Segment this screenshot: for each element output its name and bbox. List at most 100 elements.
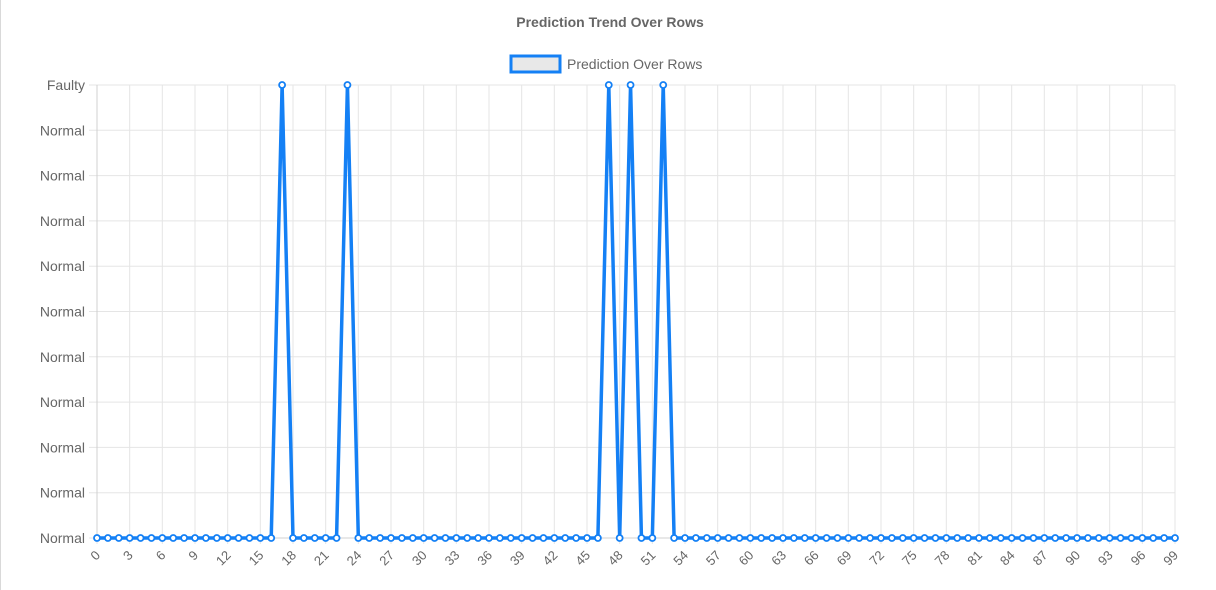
data-point[interactable] <box>1007 534 1016 542</box>
data-point[interactable] <box>158 534 167 542</box>
data-point[interactable] <box>245 534 254 542</box>
data-point[interactable] <box>267 534 276 542</box>
data-point[interactable] <box>1083 534 1092 542</box>
data-point[interactable] <box>670 534 679 542</box>
data-point[interactable] <box>517 534 526 542</box>
data-point[interactable] <box>789 534 798 542</box>
data-point[interactable] <box>180 534 189 542</box>
data-point[interactable] <box>637 534 646 542</box>
data-point[interactable] <box>844 534 853 542</box>
data-point[interactable] <box>452 534 461 542</box>
data-point[interactable] <box>746 534 755 542</box>
data-point[interactable] <box>1171 534 1179 542</box>
data-point[interactable] <box>114 534 123 542</box>
data-point[interactable] <box>1018 534 1027 542</box>
legend-label[interactable]: Prediction Over Rows <box>567 56 702 72</box>
data-point[interactable] <box>833 534 842 542</box>
data-point[interactable] <box>506 534 515 542</box>
data-point[interactable] <box>561 534 570 542</box>
data-point[interactable] <box>169 534 178 542</box>
data-point[interactable] <box>659 81 668 89</box>
legend-swatch[interactable] <box>509 54 562 74</box>
data-point[interactable] <box>550 534 559 542</box>
data-point[interactable] <box>1105 534 1114 542</box>
data-point[interactable] <box>1138 534 1147 542</box>
data-point[interactable] <box>1051 534 1060 542</box>
data-point[interactable] <box>855 534 864 542</box>
data-point[interactable] <box>1127 534 1136 542</box>
data-point[interactable] <box>735 534 744 542</box>
data-point[interactable] <box>147 534 156 542</box>
data-point[interactable] <box>768 534 777 542</box>
data-point[interactable] <box>136 534 145 542</box>
data-point[interactable] <box>877 534 885 542</box>
data-point[interactable] <box>615 534 624 542</box>
data-point[interactable] <box>920 534 929 542</box>
data-point[interactable] <box>310 534 319 542</box>
data-point[interactable] <box>332 534 341 542</box>
data-point[interactable] <box>931 534 940 542</box>
data-point[interactable] <box>93 534 101 542</box>
data-point[interactable] <box>626 81 635 89</box>
data-point[interactable] <box>691 534 700 542</box>
data-point[interactable] <box>387 534 395 542</box>
legend[interactable]: Prediction Over Rows <box>509 54 702 74</box>
data-point[interactable] <box>299 534 308 542</box>
data-point[interactable] <box>1149 534 1158 542</box>
data-point[interactable] <box>648 534 657 542</box>
data-point[interactable] <box>430 534 439 542</box>
data-point[interactable] <box>909 534 918 542</box>
data-point[interactable] <box>1116 534 1125 542</box>
data-point[interactable] <box>376 534 385 542</box>
data-point[interactable] <box>996 534 1005 542</box>
data-point[interactable] <box>964 534 973 542</box>
data-point[interactable] <box>495 534 504 542</box>
data-point[interactable] <box>1040 534 1049 542</box>
data-point[interactable] <box>942 534 951 542</box>
data-point[interactable] <box>191 534 199 542</box>
data-point[interactable] <box>256 534 265 542</box>
data-point[interactable] <box>365 534 374 542</box>
data-point[interactable] <box>1029 534 1038 542</box>
data-point[interactable] <box>1073 534 1081 542</box>
data-point[interactable] <box>713 534 722 542</box>
data-point[interactable] <box>898 534 907 542</box>
data-point[interactable] <box>1160 534 1169 542</box>
data-point[interactable] <box>975 534 983 542</box>
data-point[interactable] <box>572 534 581 542</box>
data-point[interactable] <box>354 534 363 542</box>
data-point[interactable] <box>887 534 896 542</box>
data-point[interactable] <box>757 534 766 542</box>
data-point[interactable] <box>539 534 548 542</box>
data-point[interactable] <box>321 534 330 542</box>
data-point[interactable] <box>604 81 613 89</box>
data-point[interactable] <box>223 534 232 542</box>
data-point[interactable] <box>800 534 809 542</box>
data-point[interactable] <box>125 534 134 542</box>
data-point[interactable] <box>953 534 962 542</box>
data-point[interactable] <box>234 534 243 542</box>
data-point[interactable] <box>528 534 537 542</box>
data-point[interactable] <box>485 534 493 542</box>
data-point[interactable] <box>343 81 352 89</box>
data-point[interactable] <box>822 534 831 542</box>
data-point[interactable] <box>593 534 602 542</box>
data-point[interactable] <box>866 534 875 542</box>
data-point[interactable] <box>702 534 711 542</box>
data-point[interactable] <box>779 534 787 542</box>
data-point[interactable] <box>583 534 591 542</box>
data-point[interactable] <box>289 534 297 542</box>
data-point[interactable] <box>1094 534 1103 542</box>
data-point[interactable] <box>724 534 733 542</box>
data-point[interactable] <box>212 534 221 542</box>
data-point[interactable] <box>463 534 472 542</box>
data-point[interactable] <box>441 534 450 542</box>
data-point[interactable] <box>811 534 820 542</box>
data-point[interactable] <box>474 534 483 542</box>
data-point[interactable] <box>681 534 689 542</box>
data-point[interactable] <box>1062 534 1071 542</box>
data-point[interactable] <box>201 534 210 542</box>
data-point[interactable] <box>278 81 287 89</box>
data-point[interactable] <box>103 534 112 542</box>
data-point[interactable] <box>985 534 994 542</box>
